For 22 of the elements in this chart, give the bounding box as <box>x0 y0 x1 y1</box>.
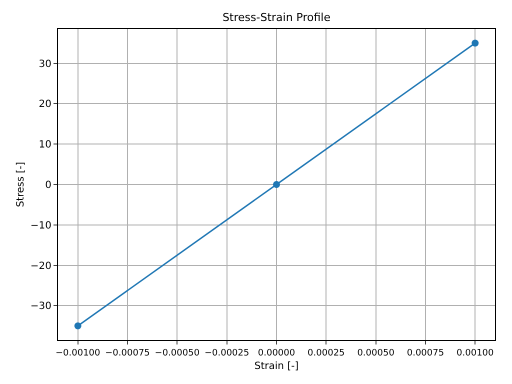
x-axis-title: Strain [-] <box>254 360 299 372</box>
x-tick-label: 0.00025 <box>308 348 345 358</box>
y-tick-label: −10 <box>30 220 52 232</box>
y-tick-label: −30 <box>30 301 52 312</box>
point <box>472 40 479 47</box>
y-tick-label: 20 <box>38 99 52 110</box>
x-tick-label: 0.00000 <box>258 348 296 358</box>
point <box>273 181 280 188</box>
point <box>74 322 82 330</box>
y-axis-title: Stress [-] <box>15 162 26 208</box>
x-tick-label: −0.00075 <box>105 348 150 358</box>
y-tick-label: 0 <box>45 180 52 191</box>
x-tick-label: −0.00050 <box>154 348 200 358</box>
y-tick-label: 30 <box>38 58 52 70</box>
x-tick-label: 0.00075 <box>406 348 444 358</box>
x-tick-label: 0.00050 <box>357 348 395 358</box>
y-tick-label: 10 <box>38 140 52 151</box>
y-tick-label: −20 <box>30 260 52 272</box>
chart-title: Stress-Strain Profile <box>222 11 331 24</box>
x-tick-label: −0.00025 <box>204 348 250 358</box>
x-tick-label: −0.00100 <box>55 348 101 358</box>
x-tick-label: 0.00100 <box>456 348 494 358</box>
